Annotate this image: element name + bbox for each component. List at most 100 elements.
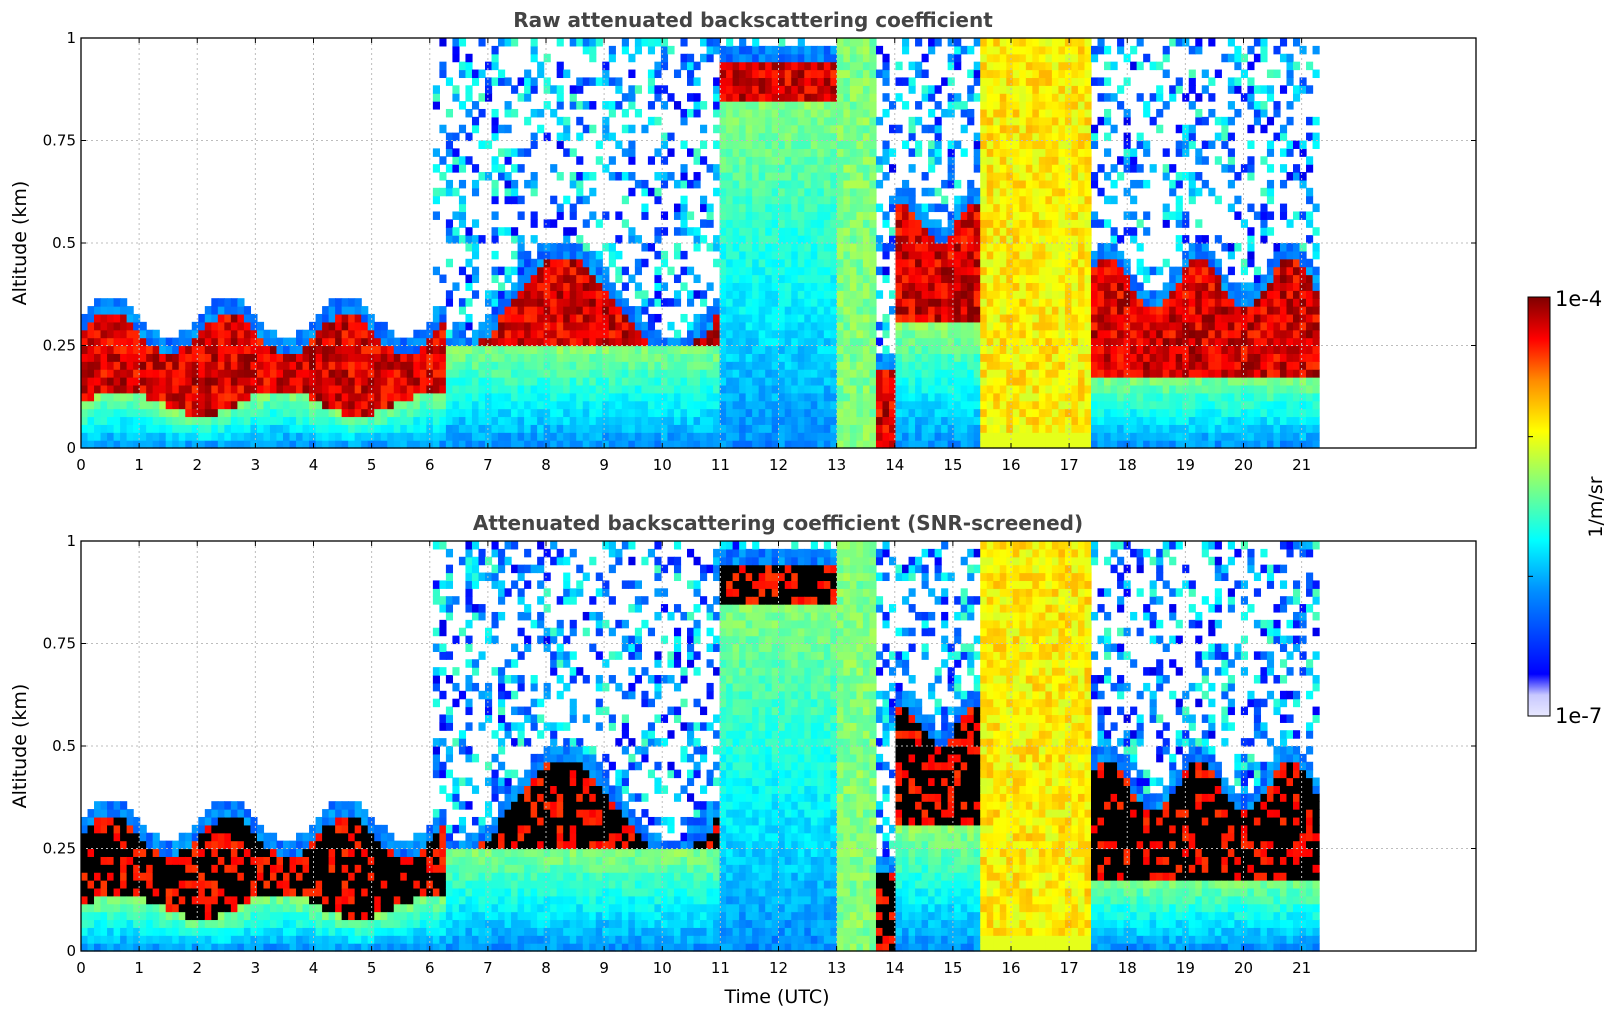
heatmap-cell bbox=[849, 156, 858, 165]
heatmap-cell bbox=[882, 93, 890, 102]
heatmap-cell bbox=[126, 369, 134, 378]
heatmap-cell bbox=[817, 53, 825, 63]
heatmap-cell bbox=[745, 187, 753, 197]
heatmap-cell bbox=[895, 313, 903, 323]
heatmap-cell bbox=[810, 195, 818, 205]
heatmap-cell bbox=[836, 416, 844, 425]
heatmap-cell bbox=[771, 172, 779, 181]
heatmap-cell bbox=[1071, 164, 1079, 173]
heatmap-cell bbox=[999, 61, 1007, 71]
heatmap-cell bbox=[869, 408, 877, 418]
heatmap-cell bbox=[921, 377, 929, 386]
heatmap-cell bbox=[191, 432, 199, 441]
heatmap-cell bbox=[556, 38, 564, 47]
heatmap-cell bbox=[1064, 400, 1073, 410]
heatmap-cell bbox=[778, 116, 786, 126]
heatmap-cell bbox=[836, 424, 844, 433]
heatmap-cell bbox=[810, 45, 818, 55]
heatmap-cell bbox=[133, 432, 141, 441]
heatmap-cell bbox=[1006, 108, 1014, 118]
heatmap-cell bbox=[856, 353, 864, 362]
heatmap-cell bbox=[921, 329, 929, 339]
heatmap-cell bbox=[550, 313, 558, 323]
heatmap-cell bbox=[276, 353, 284, 362]
heatmap-cell bbox=[862, 353, 871, 362]
heatmap-cell bbox=[458, 329, 467, 339]
heatmap-cell bbox=[797, 250, 805, 260]
heatmap-cell bbox=[543, 337, 551, 347]
heatmap-cell bbox=[836, 38, 844, 47]
heatmap-cell bbox=[967, 203, 975, 213]
heatmap-cell bbox=[836, 116, 844, 126]
heatmap-cell bbox=[967, 306, 975, 315]
heatmap-cell bbox=[915, 243, 923, 252]
heatmap-cell bbox=[178, 408, 186, 418]
heatmap-cell bbox=[739, 140, 747, 149]
heatmap-cell bbox=[172, 353, 180, 362]
heatmap-cell bbox=[700, 235, 708, 244]
heatmap-cell bbox=[830, 250, 838, 260]
heatmap-cell bbox=[928, 282, 936, 291]
heatmap-cell bbox=[836, 61, 844, 71]
heatmap-cell bbox=[243, 353, 252, 362]
heatmap-cell bbox=[980, 140, 988, 149]
heatmap-cell bbox=[934, 187, 942, 197]
heatmap-cell bbox=[641, 353, 649, 362]
heatmap-cell bbox=[296, 337, 304, 347]
heatmap-cell bbox=[452, 392, 460, 402]
heatmap-cell bbox=[465, 369, 473, 378]
heatmap-cell bbox=[869, 345, 877, 354]
heatmap-cell bbox=[1045, 408, 1053, 418]
heatmap-cell bbox=[862, 219, 871, 228]
heatmap-cell bbox=[315, 416, 323, 425]
heatmap-cell bbox=[615, 384, 623, 394]
heatmap-cell bbox=[804, 187, 812, 197]
heatmap-cell bbox=[797, 377, 805, 386]
heatmap-cell bbox=[771, 132, 779, 142]
heatmap-cell bbox=[113, 369, 121, 378]
heatmap-cell bbox=[1077, 164, 1086, 173]
heatmap-cell bbox=[556, 203, 564, 213]
heatmap-cell bbox=[778, 440, 786, 449]
heatmap-cell bbox=[563, 148, 571, 157]
heatmap-cell bbox=[380, 432, 388, 441]
heatmap-cell bbox=[862, 179, 871, 189]
heatmap-cell bbox=[693, 400, 701, 410]
heatmap-cell bbox=[817, 77, 825, 86]
heatmap-cell bbox=[823, 392, 831, 402]
heatmap-cell bbox=[804, 290, 812, 299]
heatmap-cell bbox=[980, 266, 988, 276]
heatmap-cell bbox=[524, 408, 532, 418]
heatmap-cell bbox=[804, 258, 812, 268]
heatmap-cell bbox=[928, 392, 936, 402]
heatmap-cell bbox=[322, 377, 330, 386]
heatmap-cell bbox=[980, 392, 988, 402]
heatmap-cell bbox=[843, 219, 851, 228]
heatmap-cell bbox=[908, 132, 916, 142]
heatmap-cell bbox=[556, 353, 564, 362]
heatmap-cell bbox=[882, 211, 890, 220]
heatmap-cell bbox=[882, 156, 890, 165]
heatmap-cell bbox=[478, 235, 486, 244]
heatmap-cell bbox=[765, 432, 773, 441]
heatmap-cell bbox=[869, 108, 877, 118]
heatmap-cell bbox=[993, 195, 1001, 205]
heatmap-cell bbox=[993, 329, 1001, 339]
heatmap-cell bbox=[113, 377, 121, 386]
heatmap-cell bbox=[426, 408, 434, 418]
heatmap-cell bbox=[726, 116, 734, 126]
heatmap-cell bbox=[810, 369, 818, 378]
heatmap-cell bbox=[120, 400, 128, 410]
heatmap-cell bbox=[1012, 156, 1020, 165]
heatmap-cell bbox=[615, 235, 623, 244]
heatmap-cell bbox=[1071, 140, 1079, 149]
heatmap-cell bbox=[296, 432, 304, 441]
heatmap-cell bbox=[687, 377, 695, 386]
heatmap-cell bbox=[471, 353, 480, 362]
heatmap-cell bbox=[569, 148, 577, 157]
heatmap-cell bbox=[452, 164, 460, 173]
heatmap-cell bbox=[856, 53, 864, 63]
heatmap-cell bbox=[1051, 243, 1060, 252]
heatmap-cell bbox=[328, 321, 336, 331]
heatmap-cell bbox=[1025, 250, 1033, 260]
